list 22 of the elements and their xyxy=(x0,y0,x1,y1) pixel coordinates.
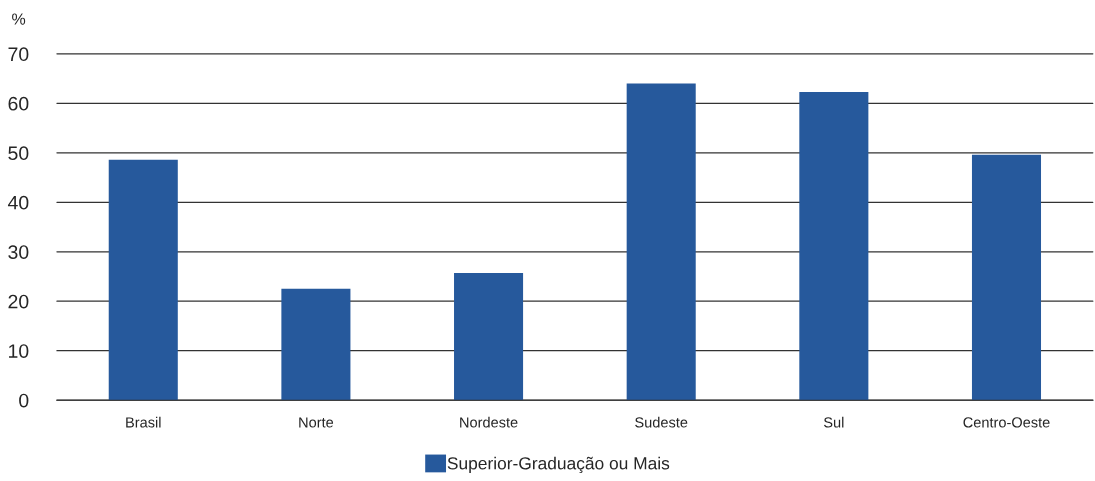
y-tick-label: 20 xyxy=(8,294,29,309)
y-tick-label: 40 xyxy=(7,195,29,210)
y-tick-label: 10 xyxy=(9,344,29,358)
bar xyxy=(626,83,696,401)
y-tick-label: 50 xyxy=(8,146,29,161)
bar xyxy=(799,91,869,401)
legend-label: Superior-Graduação ou Mais xyxy=(447,456,670,473)
y-tick-label: 70 xyxy=(8,47,29,62)
y-axis-title: % xyxy=(12,13,26,25)
y-tick-label: 0 xyxy=(19,393,29,408)
x-tick-label: Brasil xyxy=(126,416,161,428)
bar xyxy=(108,159,178,401)
y-tick-label: 30 xyxy=(8,245,29,260)
x-tick-label: Centro-Oeste xyxy=(963,417,1050,428)
bar xyxy=(971,154,1042,401)
x-tick-label: Sul xyxy=(823,416,844,428)
x-tick-label: Norte xyxy=(299,417,334,428)
bar xyxy=(454,273,524,401)
x-tick-label: Sudeste xyxy=(635,416,688,428)
bar xyxy=(281,288,351,401)
x-tick-label: Nordeste xyxy=(460,416,518,428)
y-tick-label: 60 xyxy=(8,96,29,111)
